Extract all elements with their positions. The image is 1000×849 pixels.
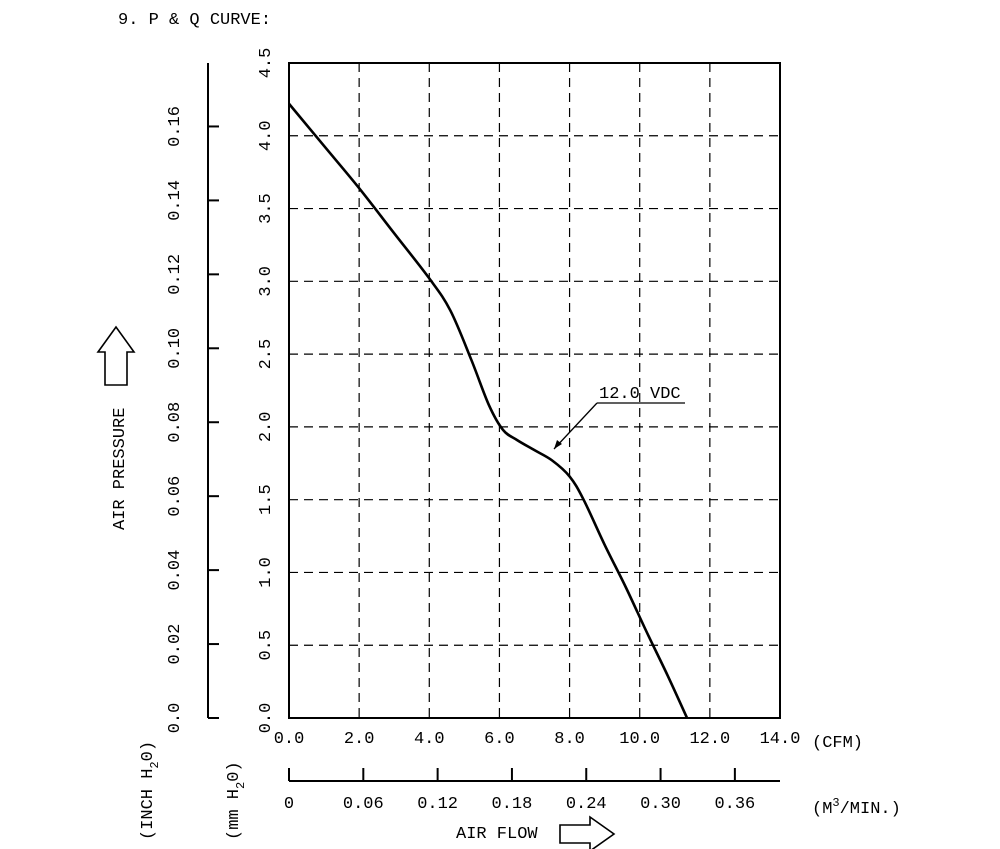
cfm-tick-label: 10.0: [619, 730, 660, 749]
mm-h2o-tick-label: 4.5: [257, 48, 276, 79]
inch-h2o-tick-label: 0.0: [166, 703, 185, 734]
m3-tick-label: 0.24: [566, 795, 607, 814]
cfm-tick-label: 2.0: [344, 730, 375, 749]
mm-h2o-tick-labels: 0.0 0.5 1.0 1.5 2.0 2.5 3.0 3.5 4.0 4.5: [257, 48, 276, 734]
cfm-tick-label: 14.0: [760, 730, 801, 749]
inch-h2o-tick-label: 0.16: [166, 106, 185, 147]
m3-tick-label: 0: [284, 795, 294, 814]
cfm-tick-label: 0.0: [274, 730, 305, 749]
right-arrow-icon: [559, 815, 616, 849]
mm-h2o-tick-label: 1.5: [257, 484, 276, 515]
series-label: 12.0 VDC: [599, 385, 681, 404]
m3-tick-label: 0.36: [714, 795, 755, 814]
mm-h2o-unit-label: (mm H20): [225, 761, 248, 840]
inch-h2o-tick-marks: [208, 125, 219, 719]
plot-frame: [288, 62, 781, 719]
series-line-12vdc: [288, 102, 689, 719]
series-label-leader: [553, 402, 598, 450]
m3-tick-label: 0.12: [417, 795, 458, 814]
cfm-tick-labels: 0.0 2.0 4.0 6.0 8.0 10.0 12.0 14.0: [274, 730, 801, 749]
m3-unit-label: (M3/MIN.): [812, 796, 901, 819]
mm-h2o-tick-label: 3.0: [257, 266, 276, 297]
inch-h2o-tick-label: 0.14: [166, 180, 185, 221]
inch-h2o-tick-labels: 0.0 0.02 0.04 0.06 0.08 0.10 0.12 0.14 0.16: [166, 106, 185, 733]
m3-tick-label: 0.06: [343, 795, 384, 814]
inch-h2o-tick-label: 0.12: [166, 254, 185, 295]
cfm-tick-label: 8.0: [554, 730, 585, 749]
inch-h2o-tick-label: 0.10: [166, 328, 185, 369]
inch-h2o-unit-label: (INCH H20): [139, 741, 162, 840]
mm-h2o-tick-label: 4.0: [257, 120, 276, 151]
leader-arrowhead-icon: [554, 440, 562, 449]
m3-tick-label: 0.30: [640, 795, 681, 814]
m3-tick-label: 0.18: [492, 795, 533, 814]
m3-tick-marks: [288, 768, 736, 781]
inch-h2o-tick-label: 0.08: [166, 402, 185, 443]
mm-h2o-tick-label: 3.5: [257, 193, 276, 224]
grid: [289, 63, 780, 718]
mm-h2o-tick-label: 2.5: [257, 339, 276, 370]
mm-h2o-tick-label: 2.0: [257, 412, 276, 443]
cfm-tick-label: 6.0: [484, 730, 515, 749]
inch-h2o-tick-label: 0.06: [166, 476, 185, 517]
mm-h2o-tick-label: 0.5: [257, 630, 276, 661]
x-axis-title: AIR FLOW: [456, 825, 538, 844]
m3-tick-labels: 0 0.06 0.12 0.18 0.24 0.30 0.36: [284, 795, 755, 814]
y-axis-title: AIR PRESSURE: [111, 408, 130, 530]
inch-h2o-tick-label: 0.02: [166, 624, 185, 665]
up-arrow-icon: [96, 325, 136, 386]
cfm-tick-label: 12.0: [689, 730, 730, 749]
cfm-tick-label: 4.0: [414, 730, 445, 749]
inch-h2o-tick-label: 0.04: [166, 550, 185, 591]
mm-h2o-tick-label: 0.0: [257, 703, 276, 734]
mm-h2o-tick-label: 1.0: [257, 557, 276, 588]
chart-title: 9. P & Q CURVE:: [118, 11, 271, 30]
cfm-unit-label: (CFM): [812, 734, 863, 753]
